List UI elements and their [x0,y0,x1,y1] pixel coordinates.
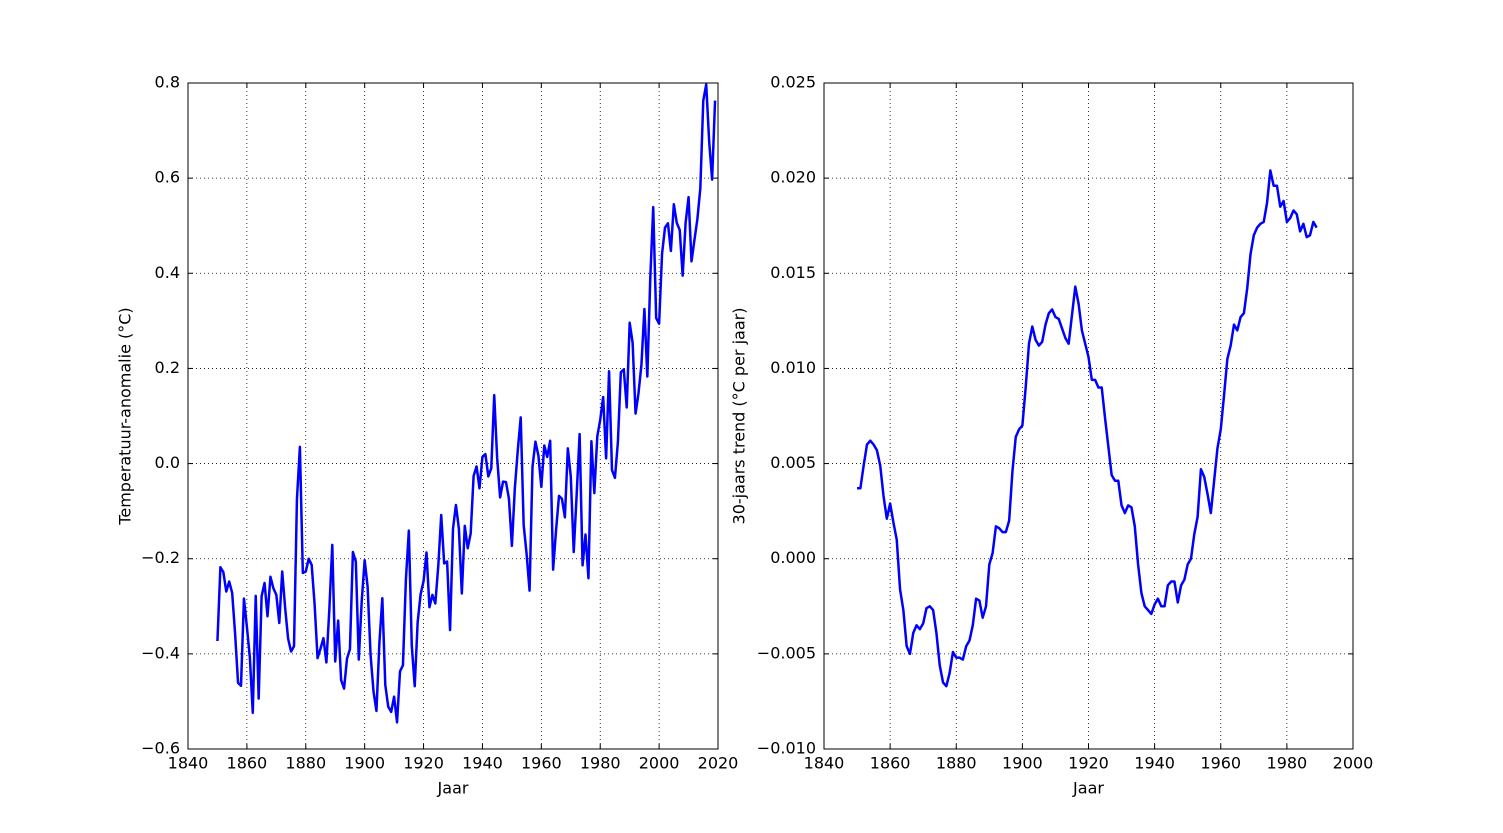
y-tick-label: 0.025 [770,73,816,92]
y-tick-label: 0.0 [155,453,180,472]
x-tick-label: 1840 [804,754,845,773]
y-tick-label: 0.2 [155,358,180,377]
x-tick-label: 1860 [870,754,911,773]
y-tick-label: 0.015 [770,263,816,282]
y-axis-label: Temperatuur-anomalie (°C) [116,307,135,525]
y-tick-label: −0.4 [141,643,180,662]
y-tick-label: 0.005 [770,453,816,472]
x-tick-label: 1980 [1267,754,1308,773]
y-tick-label: 0.020 [770,168,816,187]
data-line [857,169,1318,688]
y-tick-label: −0.6 [141,739,180,758]
y-tick-label: 0.6 [155,168,180,187]
x-tick-label: 1920 [403,754,444,773]
x-tick-label: 1960 [1200,754,1241,773]
x-tick-label: 1960 [521,754,562,773]
x-tick-label: 2020 [698,754,739,773]
x-tick-label: 2000 [639,754,680,773]
x-tick-label: 1940 [1134,754,1175,773]
y-tick-label: 0.000 [770,548,816,567]
y-tick-label: 0.8 [155,73,180,92]
y-tick-label: −0.005 [757,643,816,662]
y-axis-label: 30-jaars trend (°C per jaar) [730,308,749,525]
x-tick-label: 1920 [1068,754,1109,773]
x-tick-label: 2000 [1333,754,1374,773]
x-axis-label: Jaar [1072,779,1104,798]
x-tick-label: 1900 [344,754,385,773]
x-tick-label: 1860 [227,754,268,773]
y-tick-label: 0.4 [155,263,180,282]
data-line [216,83,717,724]
axes-frame [823,82,1354,750]
plot-area [188,83,718,749]
x-axis-label: Jaar [437,779,469,798]
axes-frame [187,82,719,750]
x-tick-label: 1880 [285,754,326,773]
x-tick-label: 1880 [936,754,977,773]
y-tick-label: −0.2 [141,548,180,567]
x-tick-label: 1900 [1002,754,1043,773]
y-tick-label: 0.010 [770,358,816,377]
x-tick-label: 1980 [580,754,621,773]
x-tick-label: 1940 [462,754,503,773]
y-tick-label: −0.010 [757,739,816,758]
x-tick-label: 1840 [168,754,209,773]
